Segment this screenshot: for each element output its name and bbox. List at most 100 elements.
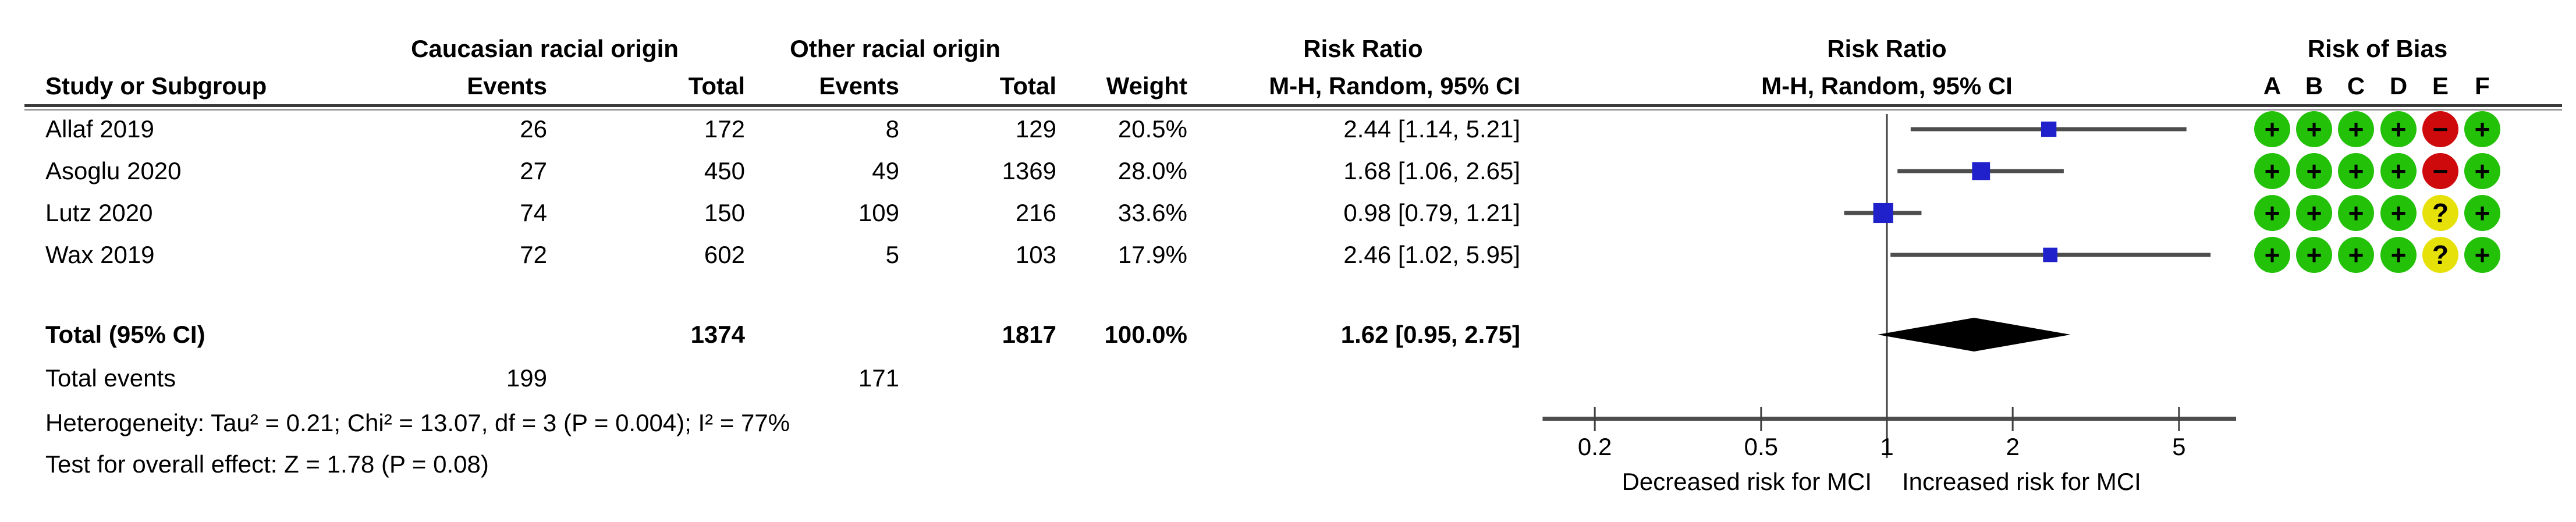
row-total-other: 129 [1015,115,1056,143]
header-rule-light [24,109,2562,111]
header-group-caucasian: Caucasian racial origin [411,35,679,62]
axis-tick-label: 5 [2172,433,2186,460]
effect-square [1972,162,1990,180]
axis-tick [2011,407,2014,431]
rob-low-risk-icon: + [2338,195,2374,231]
axis-tick [1886,407,1888,431]
axis-tick [1760,407,1762,431]
row-rr-ci-text: 1.68 [1.06, 2.65] [1343,157,1520,184]
row-total-caucasian: 602 [704,241,745,268]
rob-low-risk-icon: + [2254,195,2290,231]
heterogeneity-text: Heterogeneity: Tau² = 0.21; Chi² = 13.07… [45,409,790,436]
rob-low-risk-icon: + [2464,237,2500,273]
col-header-events-caucasian: Events [467,72,547,100]
rob-letter-E: E [2432,72,2449,100]
row-total-caucasian: 172 [704,115,745,143]
rob-high-risk-icon: − [2422,153,2458,189]
total-caucasian-n: 1374 [690,321,745,348]
rob-low-risk-icon: + [2296,237,2332,273]
row-study-name: Lutz 2020 [45,199,153,226]
rob-low-risk-icon: + [2380,195,2417,231]
row-events-other: 109 [858,199,899,226]
total-label: Total (95% CI) [45,321,205,348]
rob-letter-D: D [2389,72,2408,100]
rob-low-risk-icon: + [2464,111,2500,147]
row-rr-ci-text: 2.44 [1.14, 5.21] [1343,115,1520,143]
rob-letter-A: A [2263,72,2282,100]
total-events-label: Total events [45,364,176,392]
rob-low-risk-icon: + [2464,153,2500,189]
row-total-caucasian: 150 [704,199,745,226]
rob-low-risk-icon: + [2296,153,2332,189]
row-events-caucasian: 74 [520,199,547,226]
rob-high-risk-icon: − [2422,111,2458,147]
rob-low-risk-icon: + [2380,111,2417,147]
effect-square [2043,247,2058,262]
total-rr-ci: 1.62 [0.95, 2.75] [1340,321,1520,348]
overall-effect-text: Test for overall effect: Z = 1.78 (P = 0… [45,450,489,478]
rob-letter-C: C [2347,72,2365,100]
rob-unclear-risk-icon: ? [2422,195,2458,231]
effect-square [2041,121,2057,137]
header-group-other: Other racial origin [790,35,1000,62]
row-weight: 33.6% [1117,199,1187,226]
axis-tick-label: 0.5 [1744,433,1779,460]
rob-unclear-risk-icon: ? [2422,237,2458,273]
axis-tick-label: 2 [2006,433,2020,460]
row-events-caucasian: 27 [520,157,547,184]
axis-tick-label: 0.2 [1577,433,1612,460]
rob-low-risk-icon: + [2254,111,2290,147]
row-total-other: 103 [1015,241,1056,268]
rob-low-risk-icon: + [2338,111,2374,147]
rob-low-risk-icon: + [2380,237,2417,273]
col-header-mh-random-plot: M-H, Random, 95% CI [1761,72,2013,100]
rob-low-risk-icon: + [2254,237,2290,273]
col-header-weight: Weight [1106,72,1187,100]
axis-center-line [1886,114,1888,458]
axis-tick [2178,407,2180,431]
rob-low-risk-icon: + [2296,195,2332,231]
row-events-caucasian: 26 [520,115,547,143]
col-header-total-other: Total [999,72,1056,100]
header-rule-dark [24,104,2562,107]
row-events-caucasian: 72 [520,241,547,268]
col-header-events-other: Events [819,72,899,100]
total-events-other: 171 [858,364,899,392]
rob-letter-B: B [2305,72,2323,100]
row-total-caucasian: 450 [704,157,745,184]
rob-low-risk-icon: + [2338,153,2374,189]
col-header-mh-random-text: M-H, Random, 95% CI [1269,72,1520,100]
axis-tick-label: 1 [1880,433,1894,460]
total-events-caucasian: 199 [506,364,547,392]
rob-letter-F: F [2475,72,2490,100]
rob-low-risk-icon: + [2296,111,2332,147]
total-diamond [1878,318,2071,351]
row-events-other: 8 [885,115,899,143]
rob-low-risk-icon: + [2254,153,2290,189]
row-weight: 28.0% [1117,157,1187,184]
row-study-name: Asoglu 2020 [45,157,182,184]
row-rr-ci-text: 2.46 [1.02, 5.95] [1343,241,1520,268]
row-rr-ci-text: 0.98 [0.79, 1.21] [1343,199,1520,226]
axis-label-decreased: Decreased risk for MCI [1621,468,1872,495]
row-total-other: 216 [1015,199,1056,226]
row-study-name: Wax 2019 [45,241,155,268]
row-weight: 20.5% [1117,115,1187,143]
rob-low-risk-icon: + [2380,153,2417,189]
rob-low-risk-icon: + [2338,237,2374,273]
row-events-other: 49 [872,157,899,184]
x-axis-line [1542,417,2237,421]
row-events-other: 5 [885,241,899,268]
col-header-study: Study or Subgroup [45,72,267,100]
header-risk-ratio-plot: Risk Ratio [1827,35,1947,62]
row-total-other: 1369 [1002,157,1056,184]
header-risk-ratio-text: Risk Ratio [1303,35,1423,62]
header-risk-of-bias: Risk of Bias [2307,35,2448,62]
col-header-total-caucasian: Total [688,72,745,100]
total-other-n: 1817 [1002,321,1056,348]
effect-square [1873,203,1893,223]
axis-tick [1594,407,1596,431]
row-weight: 17.9% [1117,241,1187,268]
